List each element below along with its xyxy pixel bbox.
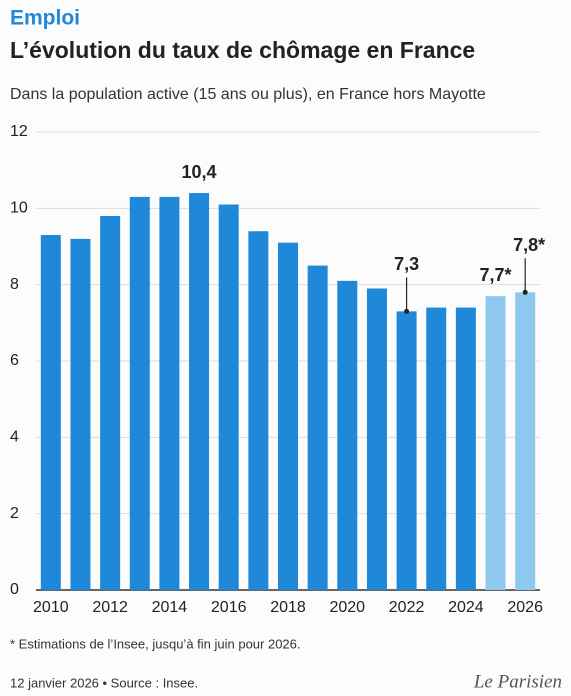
kicker: Emploi: [10, 7, 80, 30]
x-tick-label: 2026: [507, 599, 543, 616]
x-tick-label: 2020: [329, 599, 365, 616]
bar: [278, 242, 298, 590]
bar: [40, 235, 61, 591]
x-tick-label: 2024: [448, 599, 484, 616]
bar: [307, 265, 328, 590]
bar: [189, 193, 210, 591]
value-label: 7,8*: [513, 235, 545, 255]
y-tick-label: 10: [10, 200, 28, 217]
bar: [218, 204, 239, 590]
bar: [455, 307, 476, 590]
source: 12 janvier 2026 • Source : Insee.: [10, 675, 198, 690]
value-label: 7,3: [394, 254, 419, 274]
chart-title: L’évolution du taux de chômage en France: [10, 37, 475, 63]
y-tick-label: 4: [10, 429, 19, 446]
bar: [366, 288, 387, 590]
bar: [426, 307, 447, 590]
bar: [337, 280, 358, 590]
y-tick-label: 2: [10, 505, 19, 522]
x-tick-label: 2022: [389, 599, 425, 616]
note: * Estimations de l’Insee, jusqu’à fin ju…: [10, 636, 301, 651]
bar: [100, 215, 121, 590]
x-tick-label: 2014: [152, 599, 188, 616]
bar: [396, 311, 417, 590]
bar: [70, 238, 91, 590]
logo: Le Parisien: [473, 671, 562, 692]
bar: [515, 292, 536, 590]
x-tick-label: 2016: [211, 599, 247, 616]
y-tick-label: 12: [10, 123, 28, 140]
bar: [248, 231, 269, 590]
x-tick-label: 2018: [270, 599, 306, 616]
subtitle: Dans la population active (15 ans ou plu…: [10, 86, 486, 103]
leader-dot: [522, 289, 528, 295]
value-label: 7,7*: [480, 265, 512, 285]
x-tick-label: 2010: [33, 599, 69, 616]
leader-dot: [404, 308, 410, 314]
bar: [129, 196, 150, 590]
y-tick-label: 6: [10, 352, 19, 369]
bar: [485, 296, 506, 590]
x-tick-label: 2012: [92, 599, 128, 616]
value-label: 10,4: [182, 162, 217, 182]
bar: [159, 196, 180, 590]
y-tick-label: 0: [10, 581, 19, 598]
y-tick-label: 8: [10, 276, 19, 293]
